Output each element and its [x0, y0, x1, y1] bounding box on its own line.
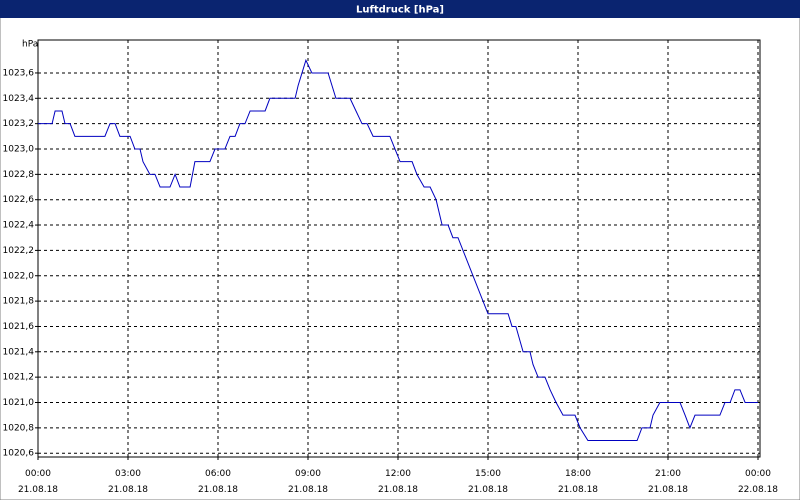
y-tick-label: 1021,4 — [3, 347, 35, 357]
data-line — [38, 58, 758, 442]
y-axis-label: hPa — [22, 40, 38, 50]
y-tick-label: 1021,6 — [3, 322, 35, 332]
x-tick-label: 15:00 21.08.18 — [468, 469, 508, 495]
x-tick-label: 18:00 21.08.18 — [558, 469, 598, 495]
y-tick-label: 1022,4 — [3, 221, 35, 231]
y-tick-label: 1023,0 — [3, 145, 35, 155]
x-tick-label: 00:00 21.08.18 — [18, 469, 58, 495]
chart-title: Luftdruck [hPa] — [356, 5, 444, 16]
y-tick-label: 1020,6 — [3, 449, 35, 459]
x-tick-label: 00:00 22.08.18 — [738, 469, 778, 495]
y-tick-label: 1022,0 — [3, 271, 35, 281]
y-tick-label: 1023,2 — [3, 119, 35, 129]
x-tick-label: 03:00 21.08.18 — [108, 469, 148, 495]
y-tick-label: 1021,0 — [3, 398, 35, 408]
title-bar — [0, 0, 800, 18]
x-tick-label: 09:00 21.08.18 — [288, 469, 328, 495]
y-tick-label: 1023,6 — [3, 68, 35, 78]
x-tick-label: 06:00 21.08.18 — [198, 469, 238, 495]
y-tick-label: 1022,8 — [3, 170, 35, 180]
y-tick-label: 1021,8 — [3, 297, 35, 307]
y-tick-label: 1022,6 — [3, 195, 35, 205]
x-tick-label: 12:00 21.08.18 — [378, 469, 418, 495]
y-tick-label: 1020,8 — [3, 423, 35, 433]
plot-area — [37, 39, 761, 458]
y-tick-label: 1022,2 — [3, 246, 35, 256]
y-tick-label: 1021,2 — [3, 373, 35, 383]
y-tick-label: 1023,4 — [3, 94, 35, 104]
x-tick-label: 21:00 21.08.18 — [648, 469, 688, 495]
